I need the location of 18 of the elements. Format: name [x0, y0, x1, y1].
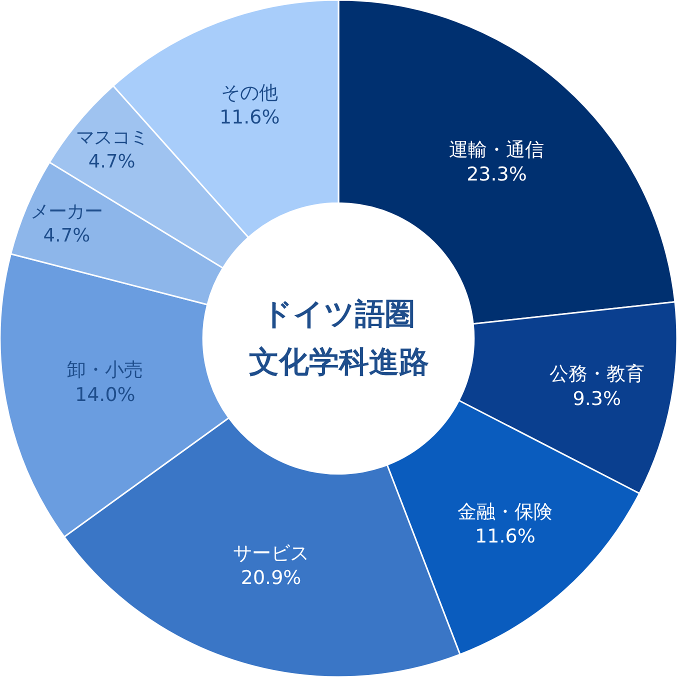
slice-label: サービス — [233, 542, 310, 564]
slice-label: メーカー — [30, 201, 103, 222]
data-label: 11.6% — [219, 106, 280, 129]
slice-label: 卸・小売 — [67, 359, 144, 382]
slice-label: 金融・保険 — [458, 500, 553, 523]
text: 文化学科進路 — [249, 345, 429, 380]
data-label: 20.9% — [240, 566, 302, 589]
slice-label: 運輸・通信 — [449, 138, 544, 161]
text: ドイツ語圏 — [262, 297, 415, 332]
data-label: 14.0% — [74, 384, 136, 406]
slice-label: その他 — [221, 82, 278, 104]
slice-label: 公務・教育 — [549, 363, 644, 386]
data-label: 9.3% — [572, 388, 622, 410]
data-label: 23.3% — [466, 163, 527, 186]
data-label: 4.7% — [43, 225, 90, 246]
data-label: 11.6% — [475, 526, 536, 548]
data-label: 4.7% — [88, 151, 136, 172]
slice-label: マスコミ — [76, 127, 148, 148]
